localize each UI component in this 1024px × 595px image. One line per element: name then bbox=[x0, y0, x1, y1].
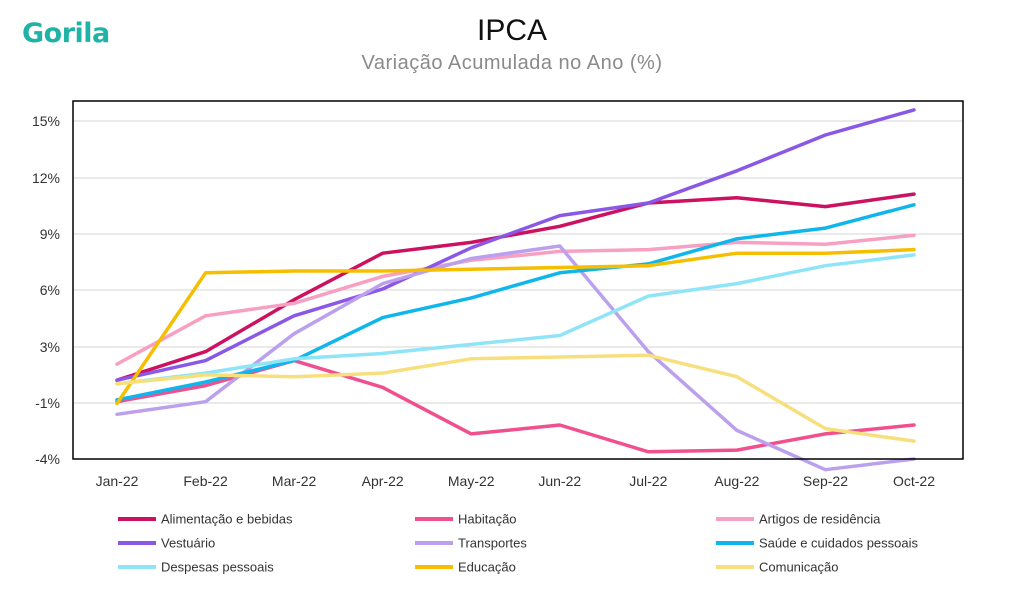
y-tick-label: -1% bbox=[35, 395, 60, 411]
x-tick-label: Feb-22 bbox=[183, 473, 228, 489]
chart-title: IPCA bbox=[476, 14, 548, 47]
y-tick-label: 3% bbox=[40, 339, 60, 355]
legend-label: Artigos de residência bbox=[759, 512, 881, 527]
series-line bbox=[115, 233, 916, 366]
legend-label: Habitação bbox=[458, 512, 517, 527]
series-line bbox=[115, 203, 916, 402]
legend-label: Saúde e cuidados pessoais bbox=[759, 536, 919, 551]
x-tick-label: Mar-22 bbox=[272, 473, 317, 489]
series-lines bbox=[115, 108, 916, 472]
x-axis-tick-labels: Jan-22 Feb-22 Mar-22 Apr-22 May-22 Jun-22 Jul-… bbox=[96, 473, 936, 489]
series-line bbox=[115, 353, 916, 443]
legend-label: Despesas pessoais bbox=[161, 560, 274, 575]
y-tick-label: -4% bbox=[35, 451, 60, 467]
x-tick-label: Apr-22 bbox=[362, 473, 404, 489]
plot-area-border bbox=[72, 100, 964, 460]
y-tick-label: 6% bbox=[40, 282, 60, 298]
x-tick-label: Jan-22 bbox=[96, 473, 139, 489]
legend-label: Alimentação e bebidas bbox=[161, 512, 293, 527]
legend-label: Educação bbox=[458, 560, 516, 575]
x-tick-label: Jul-22 bbox=[629, 473, 667, 489]
chart-subtitle: Variação Acumulada no Ano (%) bbox=[361, 52, 663, 74]
legend: Alimentação e bebidas Habitação Artigos de… bbox=[118, 512, 919, 575]
x-tick-label: May-22 bbox=[448, 473, 495, 489]
y-tick-label: 15% bbox=[32, 113, 60, 129]
legend-label: Transportes bbox=[458, 536, 527, 551]
series-line bbox=[115, 108, 916, 382]
x-tick-label: Oct-22 bbox=[893, 473, 935, 489]
legend-label: Comunicação bbox=[759, 560, 839, 575]
y-axis-tick-labels: 15% 12% 9% 6% 3% -1% -4% bbox=[32, 113, 60, 467]
x-tick-label: Jun-22 bbox=[538, 473, 581, 489]
legend-label: Vestuário bbox=[161, 536, 215, 551]
gorila-logo: Gorila bbox=[22, 18, 110, 49]
x-tick-label: Sep-22 bbox=[803, 473, 848, 489]
series-line bbox=[115, 192, 916, 382]
y-tick-label: 12% bbox=[32, 170, 60, 186]
x-tick-label: Aug-22 bbox=[714, 473, 759, 489]
series-line bbox=[115, 253, 916, 386]
series-line bbox=[115, 247, 916, 406]
y-tick-label: 9% bbox=[40, 226, 60, 242]
